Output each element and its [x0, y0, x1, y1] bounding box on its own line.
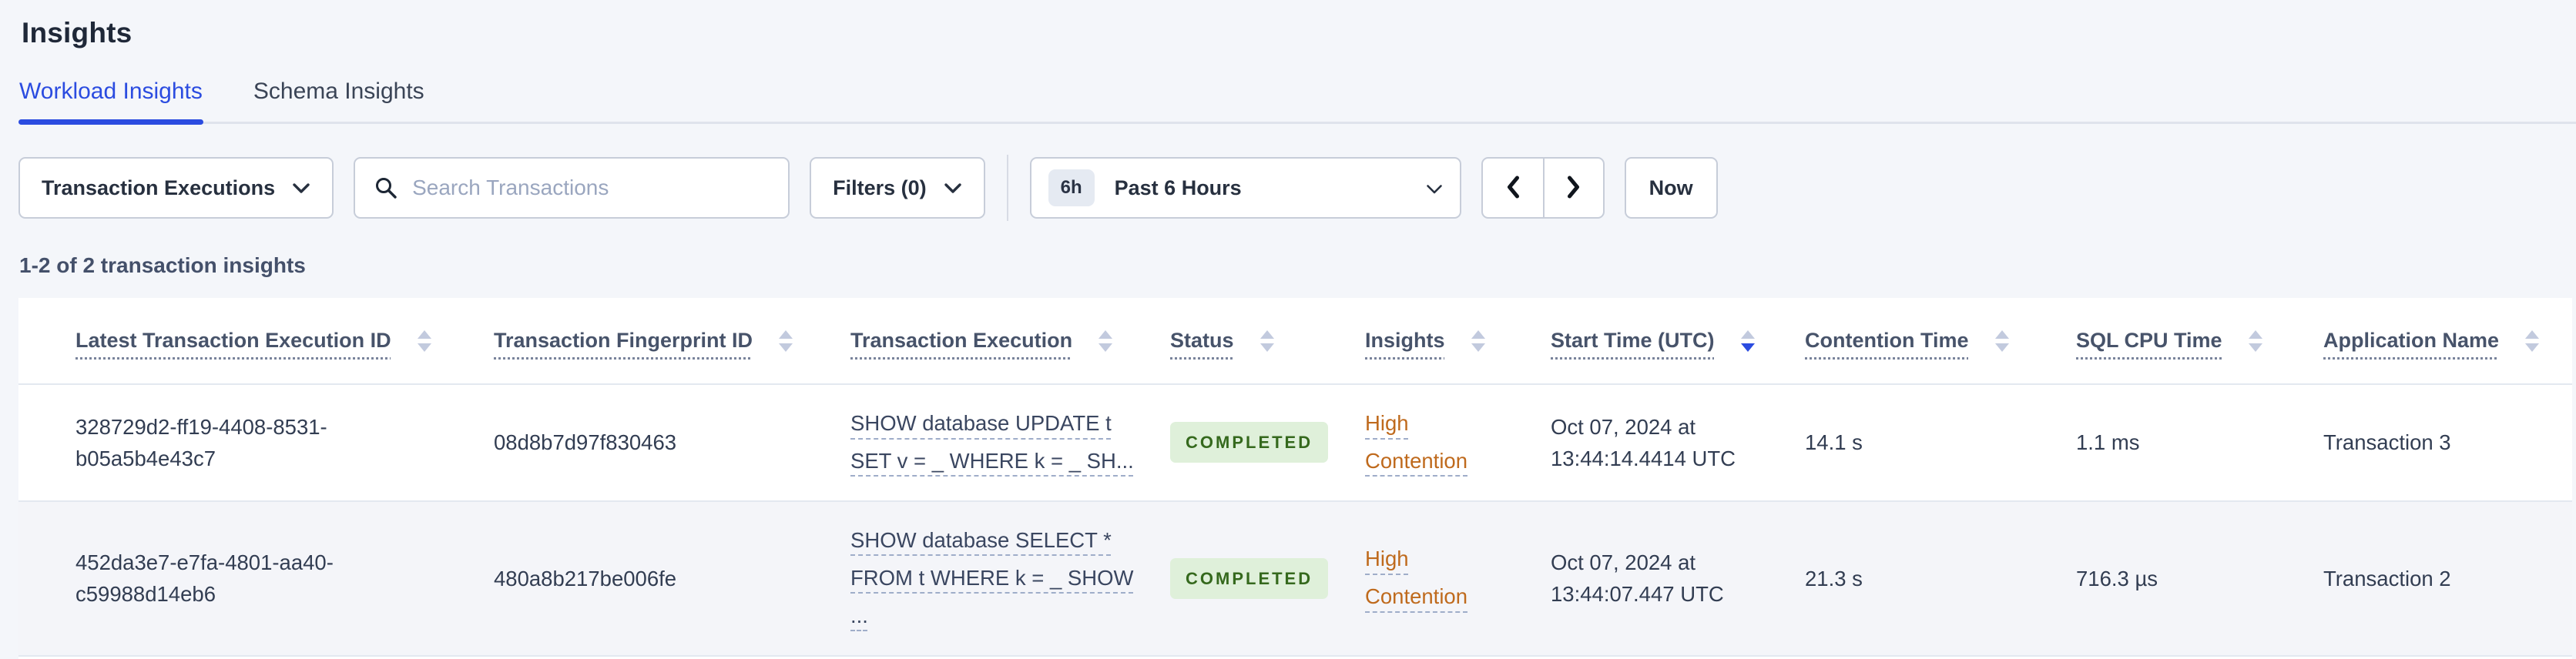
sql-cpu-time-cell: 716.3 µs	[2076, 500, 2323, 657]
tab-workload-insights[interactable]: Workload Insights	[18, 79, 203, 125]
time-nav-arrows	[1481, 157, 1605, 219]
page-title: Insights	[22, 17, 132, 49]
start-time-cell: Oct 07, 2024 at 13:44:14.4414 UTC	[1551, 384, 1805, 502]
table-row: 328729d2-ff19-4408-8531- b05a5b4e43c7 08d…	[18, 384, 2572, 502]
high-contention-link[interactable]: High Contention	[1365, 547, 1468, 609]
application-name-cell: Transaction 2	[2323, 500, 2572, 657]
prev-interval-button[interactable]	[1483, 159, 1543, 217]
sort-icon[interactable]	[1471, 330, 1485, 352]
toolbar: Transaction Executions Filters (0) 6h Pa…	[18, 155, 2576, 221]
execution-type-dropdown[interactable]: Transaction Executions	[18, 157, 334, 219]
start-time-cell: Oct 07, 2024 at 13:44:07.447 UTC	[1551, 500, 1805, 657]
sort-icon[interactable]	[1994, 330, 2009, 352]
high-contention-link[interactable]: High Contention	[1365, 411, 1468, 473]
toolbar-divider	[1006, 155, 1008, 221]
chevron-down-icon	[1426, 176, 1443, 200]
next-interval-button[interactable]	[1542, 159, 1603, 217]
application-name-cell: Transaction 3	[2323, 384, 2572, 502]
tab-label: Workload Insights	[19, 79, 203, 104]
chevron-down-icon	[292, 182, 310, 194]
insights-page: Insights Workload Insights Schema Insigh…	[0, 17, 2576, 659]
search-input[interactable]	[412, 176, 770, 200]
col-header-latest-transaction-execution-id[interactable]: Latest Transaction Execution ID	[18, 298, 494, 385]
sort-icon[interactable]	[2248, 330, 2262, 352]
results-count: 1-2 of 2 transaction insights	[19, 253, 306, 277]
tabs: Workload Insights Schema Insights	[18, 79, 2576, 125]
tab-label: Schema Insights	[253, 79, 424, 104]
status-cell: COMPLETED	[1170, 384, 1365, 502]
chevron-right-icon	[1567, 175, 1581, 202]
latest-execution-id-cell: 452da3e7-e7fa-4801-aa40- c59988d14eb6	[18, 500, 494, 657]
status-badge: COMPLETED	[1170, 422, 1329, 463]
status-badge: COMPLETED	[1170, 557, 1329, 599]
transaction-insights-table: Latest Transaction Execution ID Transact…	[18, 298, 2572, 657]
insights-table-card: Latest Transaction Execution ID Transact…	[18, 298, 2572, 659]
insights-cell: High Contention	[1365, 500, 1551, 657]
col-header-sql-cpu-time[interactable]: SQL CPU Time	[2076, 298, 2323, 385]
sort-icon[interactable]	[779, 330, 793, 352]
sort-icon[interactable]	[1098, 330, 1113, 352]
col-header-status[interactable]: Status	[1170, 298, 1365, 385]
contention-time-cell: 21.3 s	[1805, 500, 2076, 657]
col-header-application-name[interactable]: Application Name	[2323, 298, 2572, 385]
status-cell: COMPLETED	[1170, 500, 1365, 657]
col-header-start-time[interactable]: Start Time (UTC)	[1551, 298, 1805, 385]
contention-time-cell: 14.1 s	[1805, 384, 2076, 502]
now-button[interactable]: Now	[1624, 157, 1718, 219]
fingerprint-id-cell: 08d8b7d97f830463	[494, 384, 850, 502]
time-range-badge: 6h	[1048, 169, 1095, 206]
chevron-left-icon	[1506, 175, 1520, 202]
transaction-execution-cell: SHOW database SELECT * FROM t WHERE k = _…	[850, 500, 1170, 657]
latest-execution-id-cell: 328729d2-ff19-4408-8531- b05a5b4e43c7	[18, 384, 494, 502]
time-range-label: Past 6 Hours	[1114, 176, 1242, 199]
sort-icon[interactable]	[2525, 330, 2540, 352]
sort-icon[interactable]	[417, 330, 431, 352]
search-icon	[374, 176, 398, 200]
col-header-transaction-fingerprint-id[interactable]: Transaction Fingerprint ID	[494, 298, 850, 385]
table-row: 452da3e7-e7fa-4801-aa40- c59988d14eb6 480…	[18, 500, 2572, 657]
transaction-execution-link[interactable]: SHOW database SELECT * FROM t WHERE k = _…	[850, 527, 1134, 627]
insights-cell: High Contention	[1365, 384, 1551, 502]
filters-label: Filters (0)	[833, 176, 927, 199]
filters-button[interactable]: Filters (0)	[810, 157, 985, 219]
search-box	[354, 157, 790, 219]
transaction-execution-link[interactable]: SHOW database UPDATE t SET v = _ WHERE k …	[850, 411, 1134, 473]
execution-type-label: Transaction Executions	[42, 176, 276, 199]
time-range-picker[interactable]: 6h Past 6 Hours	[1029, 157, 1461, 219]
sort-icon-active-desc[interactable]	[1740, 330, 1755, 352]
chevron-down-icon	[944, 182, 962, 194]
sql-cpu-time-cell: 1.1 ms	[2076, 384, 2323, 502]
fingerprint-id-cell: 480a8b217be006fe	[494, 500, 850, 657]
col-header-transaction-execution[interactable]: Transaction Execution	[850, 298, 1170, 385]
tab-schema-insights[interactable]: Schema Insights	[253, 79, 424, 122]
transaction-execution-cell: SHOW database UPDATE t SET v = _ WHERE k …	[850, 384, 1170, 502]
now-label: Now	[1649, 176, 1693, 199]
col-header-contention-time[interactable]: Contention Time	[1805, 298, 2076, 385]
table-header-row: Latest Transaction Execution ID Transact…	[18, 298, 2572, 385]
sort-icon[interactable]	[1259, 330, 1274, 352]
col-header-insights[interactable]: Insights	[1365, 298, 1551, 385]
